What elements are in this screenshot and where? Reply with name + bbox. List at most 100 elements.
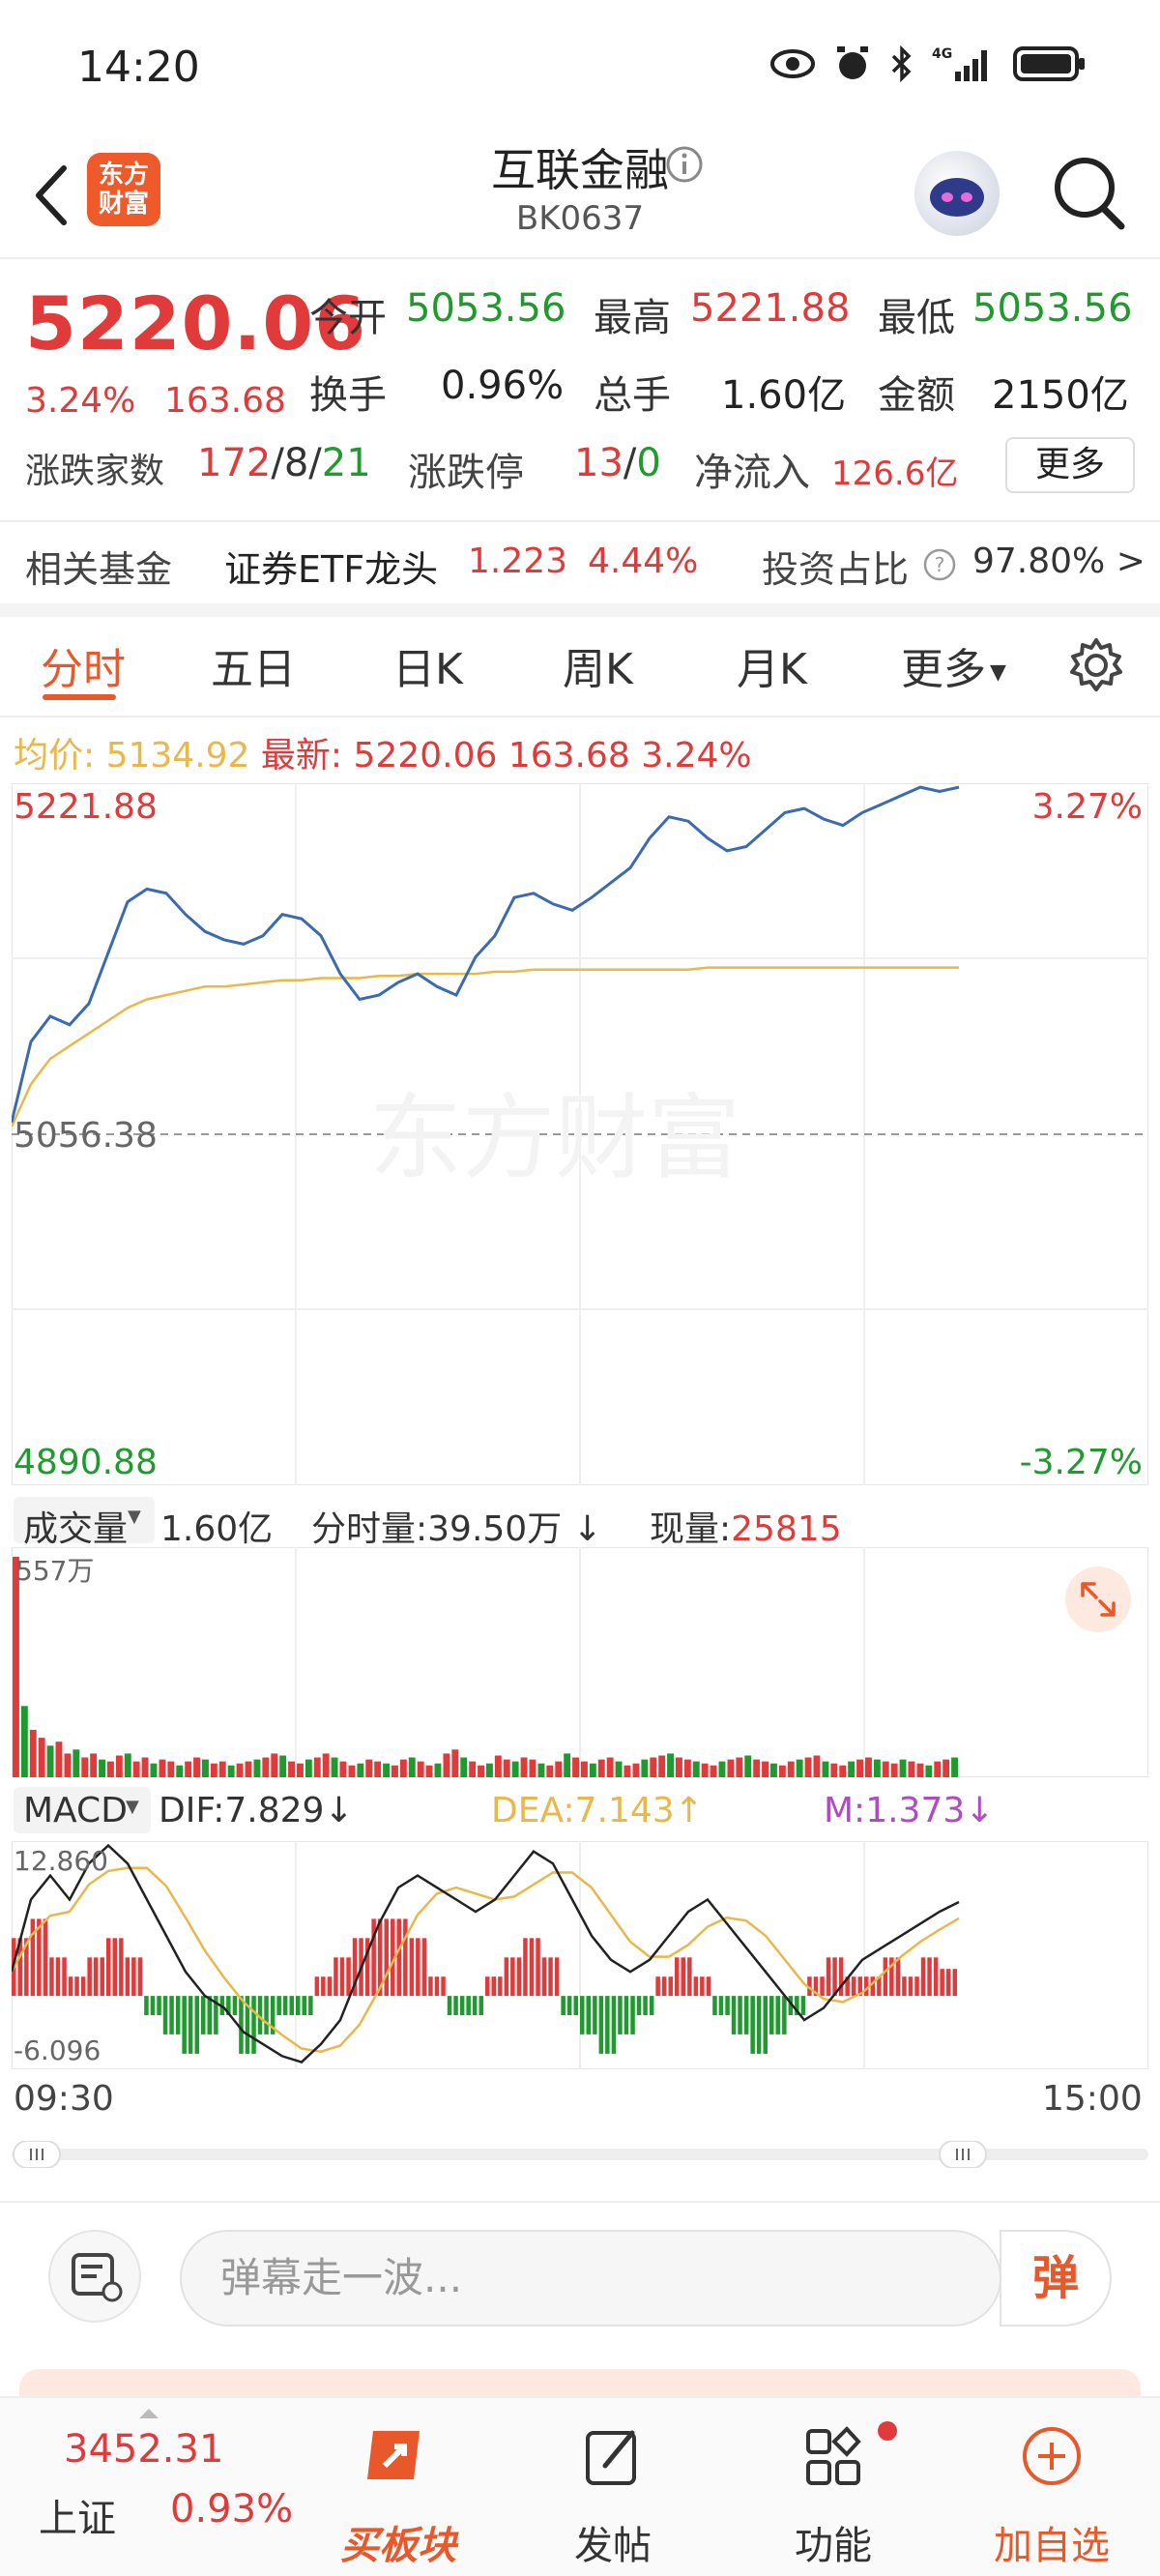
dif-line (12, 1843, 960, 2064)
settings-button[interactable] (1065, 634, 1127, 696)
danmaku-send-button[interactable]: 弹 (1000, 2230, 1112, 2327)
expand-button[interactable] (1065, 1566, 1131, 1632)
macd-bar (857, 1976, 862, 1997)
advance-count: 172 (197, 441, 272, 485)
nav-add-watchlist[interactable]: 加自选 (965, 2408, 1139, 2572)
volume-bar (641, 1759, 649, 1777)
macd-bar (119, 1938, 124, 1997)
help-icon[interactable]: ? (922, 547, 957, 582)
latest-value: 5220.06 (353, 736, 498, 776)
volume-value: 1.60亿 (721, 373, 847, 418)
macd-bar (131, 1957, 136, 1997)
volume-bar (55, 1742, 63, 1777)
macd-bar (201, 1996, 206, 2034)
volume-selector[interactable]: 成交量 ▼ (14, 1497, 155, 1549)
assistant-mascot-icon[interactable] (914, 151, 1000, 236)
app-logo: 东方 财富 (87, 153, 160, 226)
limit-label: 涨跌停 (408, 451, 524, 495)
minute-volume: 分时量:39.50万 ↓ (311, 1501, 602, 1551)
volume-bar (331, 1757, 338, 1777)
macd-bar (788, 1996, 794, 2015)
dif-text: DIF:7.829 (159, 1791, 325, 1830)
volume-bar (141, 1757, 149, 1777)
tab-intraday[interactable]: 分时 (41, 645, 126, 694)
nav-functions[interactable]: 功能 (746, 2408, 920, 2572)
time-range-slider[interactable] (12, 2141, 1148, 2168)
index-name[interactable]: 上证 (39, 2497, 116, 2541)
grid-apps-icon (806, 2426, 861, 2485)
volume-bar (271, 1753, 278, 1777)
volume-bar (478, 1765, 484, 1777)
macd-bar (700, 1976, 705, 1997)
slider-handle-right[interactable] (939, 2141, 987, 2168)
macd-bar (416, 1938, 420, 1997)
limit-value: 13/0 (574, 441, 661, 485)
volume-chart[interactable]: 557万 (12, 1547, 1148, 1777)
current-volume-value: 25815 (731, 1509, 842, 1549)
indicator-selector[interactable]: MACD ▼ (14, 1787, 151, 1833)
index-percent[interactable]: 0.93% (170, 2487, 294, 2532)
arrow-down-icon: ↓ (324, 1791, 354, 1830)
caret-down-icon: ▼ (128, 1507, 141, 1527)
back-button[interactable] (21, 157, 79, 234)
volume-bar (297, 1763, 304, 1777)
volume-bar (650, 1757, 657, 1777)
tab-five-day[interactable]: 五日 (211, 645, 296, 694)
info-icon[interactable] (665, 145, 704, 184)
macd-bar (137, 1957, 143, 1997)
macd-bar (339, 1957, 345, 1997)
related-fund-name[interactable]: 证券ETF龙头 (224, 548, 439, 591)
search-button[interactable] (1050, 149, 1127, 236)
volume-bar (451, 1749, 459, 1777)
bottom-price-label: 4890.88 (14, 1443, 158, 1482)
invest-ratio-value[interactable]: 97.80% > (972, 542, 1146, 581)
danmaku-input[interactable]: 弹幕走一波... (180, 2230, 1001, 2327)
macd-chart[interactable]: 12.860 -6.096 (12, 1841, 1148, 2069)
macd-bar (498, 1976, 503, 1997)
current-price: 5220.06 (25, 280, 367, 366)
caret-up-icon (139, 2404, 159, 2418)
macd-bar (150, 1996, 156, 2015)
tab-monthly-k[interactable]: 月K (737, 645, 807, 694)
high-value: 5221.88 (690, 286, 851, 331)
volume-bar (218, 1761, 226, 1777)
macd-bar (554, 1957, 560, 1997)
macd-bar (624, 1996, 629, 2034)
macd-bar (655, 1976, 660, 1997)
tab-more[interactable]: 更多 ▼ (901, 634, 1006, 696)
index-value[interactable]: 3452.31 (64, 2427, 224, 2472)
open-label: 今开 (309, 296, 387, 340)
nav-buy-sector[interactable]: 买板块 (311, 2408, 485, 2572)
more-button[interactable]: 更多 (1005, 437, 1135, 493)
macd-bar (308, 1996, 313, 2015)
tab-daily-k[interactable]: 日K (392, 645, 463, 694)
macd-bar (738, 1996, 742, 2034)
volume-bar (520, 1757, 528, 1777)
macd-bar (782, 1996, 787, 2034)
tab-weekly-k[interactable]: 周K (563, 645, 633, 694)
macd-bar (838, 1957, 844, 1997)
volume-bar (839, 1765, 847, 1777)
macd-bar (826, 1957, 831, 1997)
volume-bar (942, 1759, 950, 1777)
flat-count: 8 (283, 441, 309, 485)
macd-min-label: -6.096 (14, 2034, 101, 2066)
volume-bar (72, 1749, 80, 1777)
volume-bars (13, 1557, 958, 1777)
macd-bar (478, 1996, 483, 2015)
intraday-chart[interactable]: 东方财富 5221.88 3.27% 5056.38 4890.88 -3.27… (12, 783, 1148, 1485)
volume-bar (167, 1761, 175, 1777)
macd-bar (952, 1969, 957, 1997)
macd-bar (618, 1996, 623, 2034)
avg-price-label: 均价: (14, 736, 96, 776)
nav-post[interactable]: 发帖 (526, 2408, 700, 2572)
danmaku-list-button[interactable] (48, 2230, 141, 2323)
eye-icon (770, 49, 815, 78)
volume-bar (692, 1761, 700, 1777)
slider-handle-left[interactable] (13, 2141, 61, 2168)
macd-bar (883, 1957, 888, 1997)
decline-count: 21 (321, 441, 371, 485)
volume-bar (710, 1765, 717, 1777)
macd-bar (902, 1976, 907, 1997)
volume-bar (486, 1763, 493, 1777)
